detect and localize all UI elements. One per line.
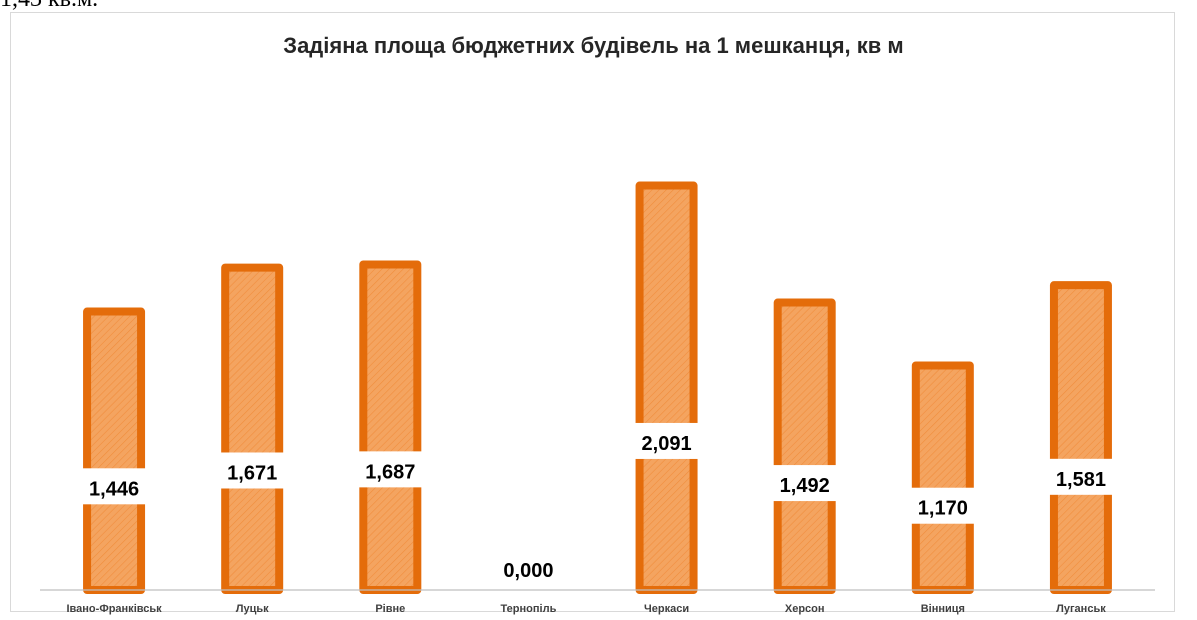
category-label-3: Рівне [375,603,405,615]
data-label-text: 2,091 [642,433,692,455]
bar-1 [83,307,146,594]
category-label-6: Херсон [785,603,825,615]
data-label-background [906,487,979,524]
data-label-background [216,452,289,489]
data-label-text: 1,446 [89,478,139,500]
data-label-1: 1,446 [78,468,151,505]
data-label-background [630,422,703,459]
category-label-2: Луцьк [236,603,269,615]
bar-8 [1049,281,1112,594]
data-label-8: 1,581 [1044,458,1117,495]
data-label-text: 0,000 [503,560,553,582]
category-label-7: Вінниця [921,603,965,615]
bar-2 [221,263,284,594]
category-label-8: Луганськ [1056,603,1106,615]
data-label-text: 1,581 [1056,469,1106,491]
top-text-fragment: 1,43 кв.м. [0,0,98,13]
category-label-1: Івано-Франківськ [67,603,163,615]
chart-frame: Задіяна площа бюджетних будівель на 1 ме… [10,12,1175,612]
data-label-text: 1,671 [227,462,277,484]
chart-title: Задіяна площа бюджетних будівель на 1 ме… [283,33,904,58]
data-label-background [1044,458,1117,495]
bar-7 [911,361,974,594]
data-label-7: 1,170 [906,487,979,524]
bar-6 [773,298,836,594]
data-label-2: 1,671 [216,452,289,489]
data-label-text: 1,170 [918,498,968,520]
category-label-4: Тернопіль [501,603,557,615]
data-label-text: 1,687 [365,461,415,483]
bar-3 [359,260,422,594]
data-label-4: 0,000 [503,560,553,582]
data-label-background [78,468,151,505]
data-label-background [768,465,841,502]
data-label-text: 1,492 [780,475,830,497]
data-label-3: 1,687 [354,451,427,488]
bar-5 [635,181,698,594]
data-label-background [354,451,427,488]
data-label-6: 1,492 [768,465,841,502]
data-label-5: 2,091 [630,422,703,459]
category-label-5: Черкаси [644,603,689,615]
